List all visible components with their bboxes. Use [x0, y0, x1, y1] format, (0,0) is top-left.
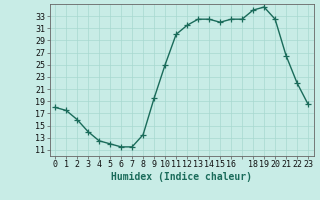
- X-axis label: Humidex (Indice chaleur): Humidex (Indice chaleur): [111, 172, 252, 182]
